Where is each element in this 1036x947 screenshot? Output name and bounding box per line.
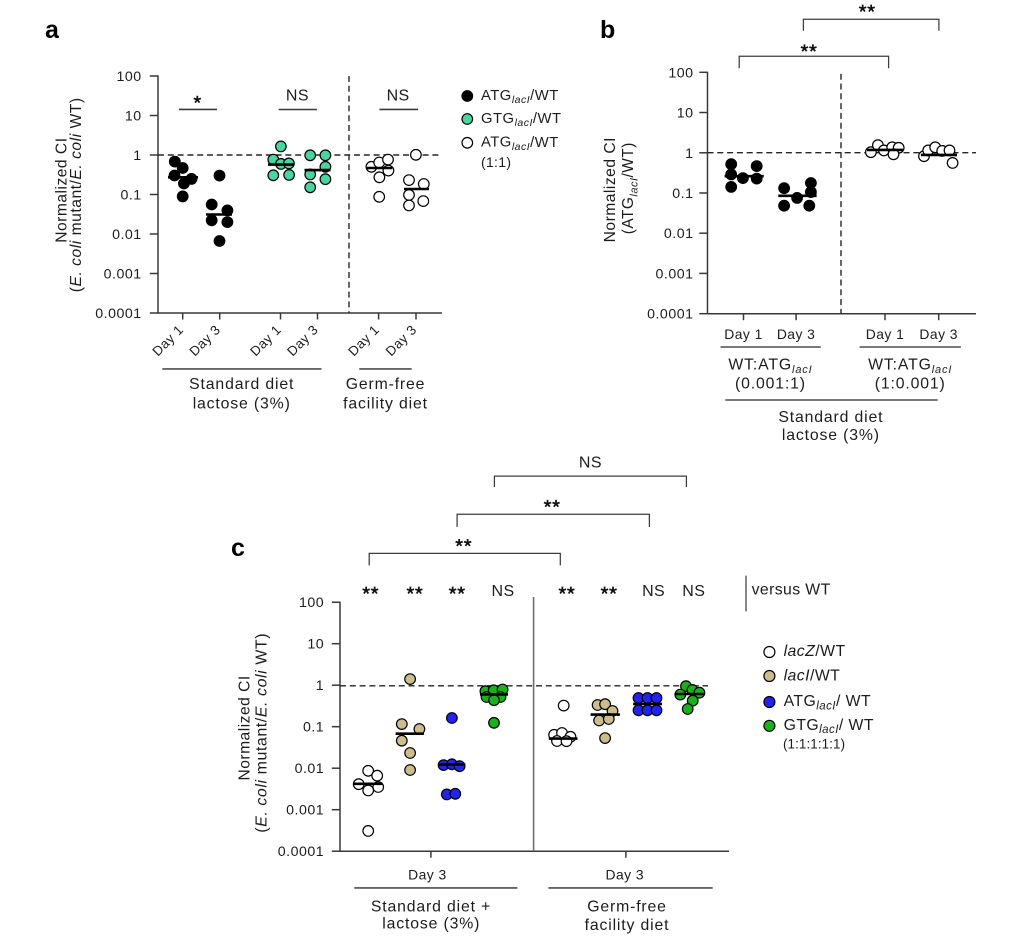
svg-text:1: 1 xyxy=(685,146,693,162)
svg-text:0.0001: 0.0001 xyxy=(647,307,693,323)
svg-text:Standard diet: Standard diet xyxy=(189,376,294,393)
svg-text:Standard diet: Standard diet xyxy=(778,409,883,426)
svg-text:0.1: 0.1 xyxy=(672,186,693,202)
svg-text:Day 3: Day 3 xyxy=(919,326,958,342)
svg-text:ATGlacI/ WT: ATGlacI/ WT xyxy=(784,693,872,712)
svg-text:b: b xyxy=(600,16,615,44)
svg-text:(E. coli mutant/E. coli WT): (E. coli mutant/E. coli WT) xyxy=(68,97,85,292)
svg-text:Day 3: Day 3 xyxy=(606,867,645,883)
svg-text:WT:ATGlacI: WT:ATGlacI xyxy=(868,357,952,376)
svg-text:0.1: 0.1 xyxy=(303,720,324,736)
svg-text:Day 1: Day 1 xyxy=(866,326,905,342)
svg-text:NS: NS xyxy=(682,583,705,600)
svg-text:facility diet: facility diet xyxy=(343,396,428,413)
svg-text:10: 10 xyxy=(677,106,694,122)
svg-text:Normalized CI: Normalized CI xyxy=(54,137,71,242)
svg-text:10: 10 xyxy=(125,109,142,125)
svg-text:GTGlacI/WT: GTGlacI/WT xyxy=(481,111,562,129)
svg-text:10: 10 xyxy=(307,637,324,653)
svg-text:lactose (3%): lactose (3%) xyxy=(782,427,880,444)
svg-text:Day 3: Day 3 xyxy=(777,326,816,342)
svg-text:versus WT: versus WT xyxy=(752,582,831,599)
svg-text:0.01: 0.01 xyxy=(295,761,325,777)
svg-text:facility diet: facility diet xyxy=(585,917,670,934)
svg-text:Germ-free: Germ-free xyxy=(587,899,667,916)
svg-text:100: 100 xyxy=(117,69,142,85)
svg-text:ATGlacI/WT: ATGlacI/WT xyxy=(481,135,559,153)
svg-text:(0.001:1): (0.001:1) xyxy=(735,376,806,393)
svg-text:0.001: 0.001 xyxy=(286,803,324,819)
svg-text:lactose (3%): lactose (3%) xyxy=(382,915,480,932)
svg-text:Normalized CI: Normalized CI xyxy=(237,675,254,780)
svg-text:WT:ATGlacI: WT:ATGlacI xyxy=(728,357,812,376)
svg-text:0.0001: 0.0001 xyxy=(278,844,324,860)
svg-text:GTGlacI/ WT: GTGlacI/ WT xyxy=(784,717,874,736)
svg-text:lactose (3%): lactose (3%) xyxy=(193,396,291,413)
svg-text:NS: NS xyxy=(387,87,410,104)
svg-text:0.001: 0.001 xyxy=(655,266,693,282)
svg-text:0.01: 0.01 xyxy=(112,227,142,243)
svg-text:100: 100 xyxy=(299,595,324,611)
svg-text:Day 1: Day 1 xyxy=(724,326,763,342)
svg-text:Day 3: Day 3 xyxy=(408,867,447,883)
svg-text:Normalized CI: Normalized CI xyxy=(602,137,619,242)
svg-text:a: a xyxy=(45,16,60,44)
svg-text:(ATGlacI/WT): (ATGlacI/WT) xyxy=(620,142,641,234)
svg-text:Standard diet +: Standard diet + xyxy=(371,899,491,916)
svg-text:lacI/WT: lacI/WT xyxy=(784,668,841,685)
svg-text:Germ-free: Germ-free xyxy=(346,376,426,393)
svg-text:NS: NS xyxy=(642,583,665,600)
svg-text:(1:1:1:1:1): (1:1:1:1:1) xyxy=(783,736,845,751)
svg-text:ATGlacI/WT: ATGlacI/WT xyxy=(481,88,559,106)
svg-text:NS: NS xyxy=(579,455,602,472)
svg-text:lacZ/WT: lacZ/WT xyxy=(784,643,846,660)
svg-text:1: 1 xyxy=(133,148,141,164)
svg-text:1: 1 xyxy=(316,678,324,694)
svg-text:(1:1): (1:1) xyxy=(481,154,511,170)
svg-text:(E. coli mutant/E. coli WT): (E. coli mutant/E. coli WT) xyxy=(254,633,271,833)
svg-text:0.1: 0.1 xyxy=(120,188,141,204)
svg-text:(1:0.001): (1:0.001) xyxy=(875,376,946,393)
svg-text:NS: NS xyxy=(491,583,514,600)
svg-text:100: 100 xyxy=(668,65,693,81)
svg-text:0.0001: 0.0001 xyxy=(95,306,141,322)
svg-text:0.01: 0.01 xyxy=(664,226,694,242)
svg-text:NS: NS xyxy=(286,87,309,104)
svg-text:c: c xyxy=(231,534,245,562)
svg-text:0.001: 0.001 xyxy=(104,267,142,283)
